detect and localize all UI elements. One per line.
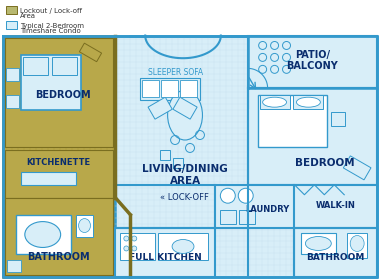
Text: Timeshare Condo: Timeshare Condo <box>20 27 81 34</box>
Bar <box>215 185 294 228</box>
Polygon shape <box>160 150 170 160</box>
Bar <box>5 198 113 275</box>
Ellipse shape <box>132 246 137 251</box>
Polygon shape <box>173 97 197 119</box>
Bar <box>140 78 200 100</box>
Bar <box>260 95 290 109</box>
Bar <box>180 80 197 97</box>
Text: WALK-IN: WALK-IN <box>315 201 355 210</box>
Bar <box>120 232 155 260</box>
Bar <box>5 150 113 198</box>
Bar <box>6 6 17 14</box>
Bar <box>248 88 377 185</box>
Bar <box>161 80 178 97</box>
Bar <box>116 228 215 277</box>
Text: Lockout / Lock-off: Lockout / Lock-off <box>20 8 82 14</box>
Text: LIVING/DINING
AREA: LIVING/DINING AREA <box>142 164 228 186</box>
Bar <box>347 232 367 258</box>
Text: BATHROOM: BATHROOM <box>306 253 364 262</box>
Bar <box>331 112 345 126</box>
Ellipse shape <box>263 97 287 107</box>
Bar <box>158 232 208 260</box>
Bar <box>6 68 19 81</box>
Text: BATHROOM: BATHROOM <box>27 252 90 262</box>
Text: « LOCK-OFF: « LOCK-OFF <box>160 193 209 202</box>
Ellipse shape <box>132 236 137 241</box>
Bar <box>294 228 377 277</box>
Polygon shape <box>148 97 172 119</box>
Bar <box>52 57 76 75</box>
Bar <box>6 95 19 108</box>
Text: Area: Area <box>20 13 36 19</box>
Bar <box>5 38 113 147</box>
Ellipse shape <box>306 237 331 250</box>
Ellipse shape <box>296 97 320 107</box>
Text: KITCHENETTE: KITCHENETTE <box>27 158 91 167</box>
Ellipse shape <box>350 235 364 251</box>
Ellipse shape <box>124 236 129 241</box>
Polygon shape <box>173 158 183 168</box>
Polygon shape <box>79 43 101 62</box>
Ellipse shape <box>238 188 253 203</box>
Ellipse shape <box>168 90 203 140</box>
Bar <box>21 172 76 185</box>
Bar <box>248 36 377 88</box>
Bar <box>3 36 116 277</box>
Ellipse shape <box>220 188 235 203</box>
Bar <box>76 215 93 237</box>
Bar <box>116 36 377 277</box>
Ellipse shape <box>124 246 129 251</box>
Bar <box>294 185 377 228</box>
Bar <box>239 210 255 224</box>
Bar <box>258 95 327 147</box>
Text: BEDROOM: BEDROOM <box>294 158 354 168</box>
Bar <box>21 55 81 110</box>
Text: LAUNDRY: LAUNDRY <box>245 205 290 214</box>
Ellipse shape <box>172 239 194 253</box>
Text: PATIO/
BALCONY: PATIO/ BALCONY <box>287 50 338 71</box>
Ellipse shape <box>79 219 90 232</box>
Text: FULL KITCHEN: FULL KITCHEN <box>129 253 201 262</box>
Bar <box>23 57 48 75</box>
Bar <box>301 232 336 255</box>
Bar <box>220 210 236 224</box>
Text: SLEEPER SOFA: SLEEPER SOFA <box>147 68 203 77</box>
Text: Typical 2-Bedroom: Typical 2-Bedroom <box>20 23 84 29</box>
Text: BEDROOM: BEDROOM <box>35 90 90 100</box>
Bar <box>142 80 159 97</box>
Ellipse shape <box>25 221 61 248</box>
Bar <box>16 215 71 255</box>
Bar <box>293 95 323 109</box>
Bar <box>6 21 17 29</box>
Polygon shape <box>344 156 371 180</box>
Bar <box>7 260 21 272</box>
